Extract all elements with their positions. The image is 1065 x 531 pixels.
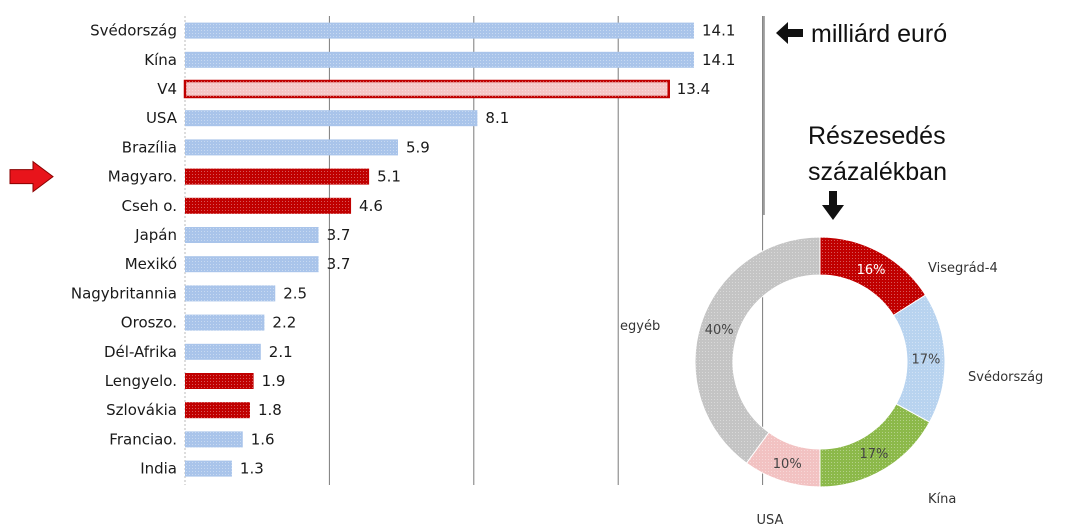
value-label: 5.1 [377,168,401,186]
value-label: 2.2 [272,314,296,332]
category-label: India [140,460,177,478]
category-label: Szlovákia [106,401,177,419]
slice-category-label: Visegrád-4 [928,261,998,276]
category-label: Lengyelo. [105,372,177,390]
category-label: Oroszo. [121,314,177,332]
bar-texture [185,460,232,477]
category-label: Japán [134,226,177,244]
donut-title-line-2: százalékban [808,158,947,186]
category-label: USA [146,109,178,127]
slice-category-label: Svédország [968,370,1043,385]
category-label: Magyaro. [108,168,177,186]
slice-category-label: USA [757,513,784,528]
bar-texture [185,285,276,302]
slice-category-label: Kína [928,492,956,507]
bar-texture [185,227,319,243]
bar-texture [185,110,478,127]
value-label: 1.8 [258,401,282,419]
value-label: 5.9 [406,138,430,156]
category-label: Svédország [90,22,177,40]
slice-percent-label: 40% [705,323,734,338]
category-label: Franciao. [109,430,177,448]
value-label: 1.9 [262,372,286,390]
unit-note: milliárd euró [776,20,947,48]
slice-category-label: egyéb [620,319,660,334]
bar-texture [185,168,370,185]
value-label: 8.1 [485,109,509,127]
pointer-arrow-icon [9,160,54,193]
donut-chart: 16% Visegrád-4 17% Svédország 17% Kína 10% USA 4… [620,236,1043,528]
bar-texture [185,373,254,389]
category-label: Mexikó [125,255,177,273]
category-label: Cseh o. [122,197,177,215]
category-label: Kína [144,51,177,69]
value-label: 1.3 [240,460,264,478]
down-arrow-icon [822,191,844,220]
donut-title-line-1: Részesedés [808,122,946,150]
unit-note-text: milliárd euró [811,20,947,48]
bar-texture [185,256,319,273]
slice-texture [695,237,820,464]
slice-percent-label: 16% [857,263,886,278]
category-label: Brazília [122,138,177,156]
slice-percent-label: 17% [911,353,940,368]
slice-percent-label: 10% [773,457,802,472]
category-label: Nagybritannia [71,284,177,302]
bar-texture [185,431,243,448]
value-label: 13.4 [677,80,710,98]
slice-texture [746,432,820,487]
left-arrow-icon [776,22,803,44]
value-label: 3.7 [327,226,351,244]
slice-texture [820,237,926,316]
category-label: V4 [157,80,177,98]
bar-texture [185,51,695,68]
value-label: 4.6 [359,197,383,215]
slice-texture [820,403,930,487]
value-label: 14.1 [702,51,735,69]
bar-texture [185,197,352,214]
bar-texture [185,22,695,39]
bar-texture [185,81,669,97]
category-label: Dél-Afrika [104,343,177,361]
bar-texture [185,402,250,419]
donut-title: Részesedés százalékban [808,122,947,220]
bar-chart: Svédország 14.1 Kína 14.1 V4 13.4 USA 8.1 Brazíl… [9,16,765,485]
slice-texture [893,295,945,423]
value-label: 2.1 [269,343,293,361]
value-label: 2.5 [283,284,307,302]
slice-percent-label: 17% [860,447,889,462]
value-label: 14.1 [702,22,735,40]
bar-texture [185,314,265,331]
value-label: 3.7 [327,255,351,273]
value-label: 1.6 [251,430,275,448]
bar-texture [185,343,261,360]
bar-texture [185,139,398,156]
